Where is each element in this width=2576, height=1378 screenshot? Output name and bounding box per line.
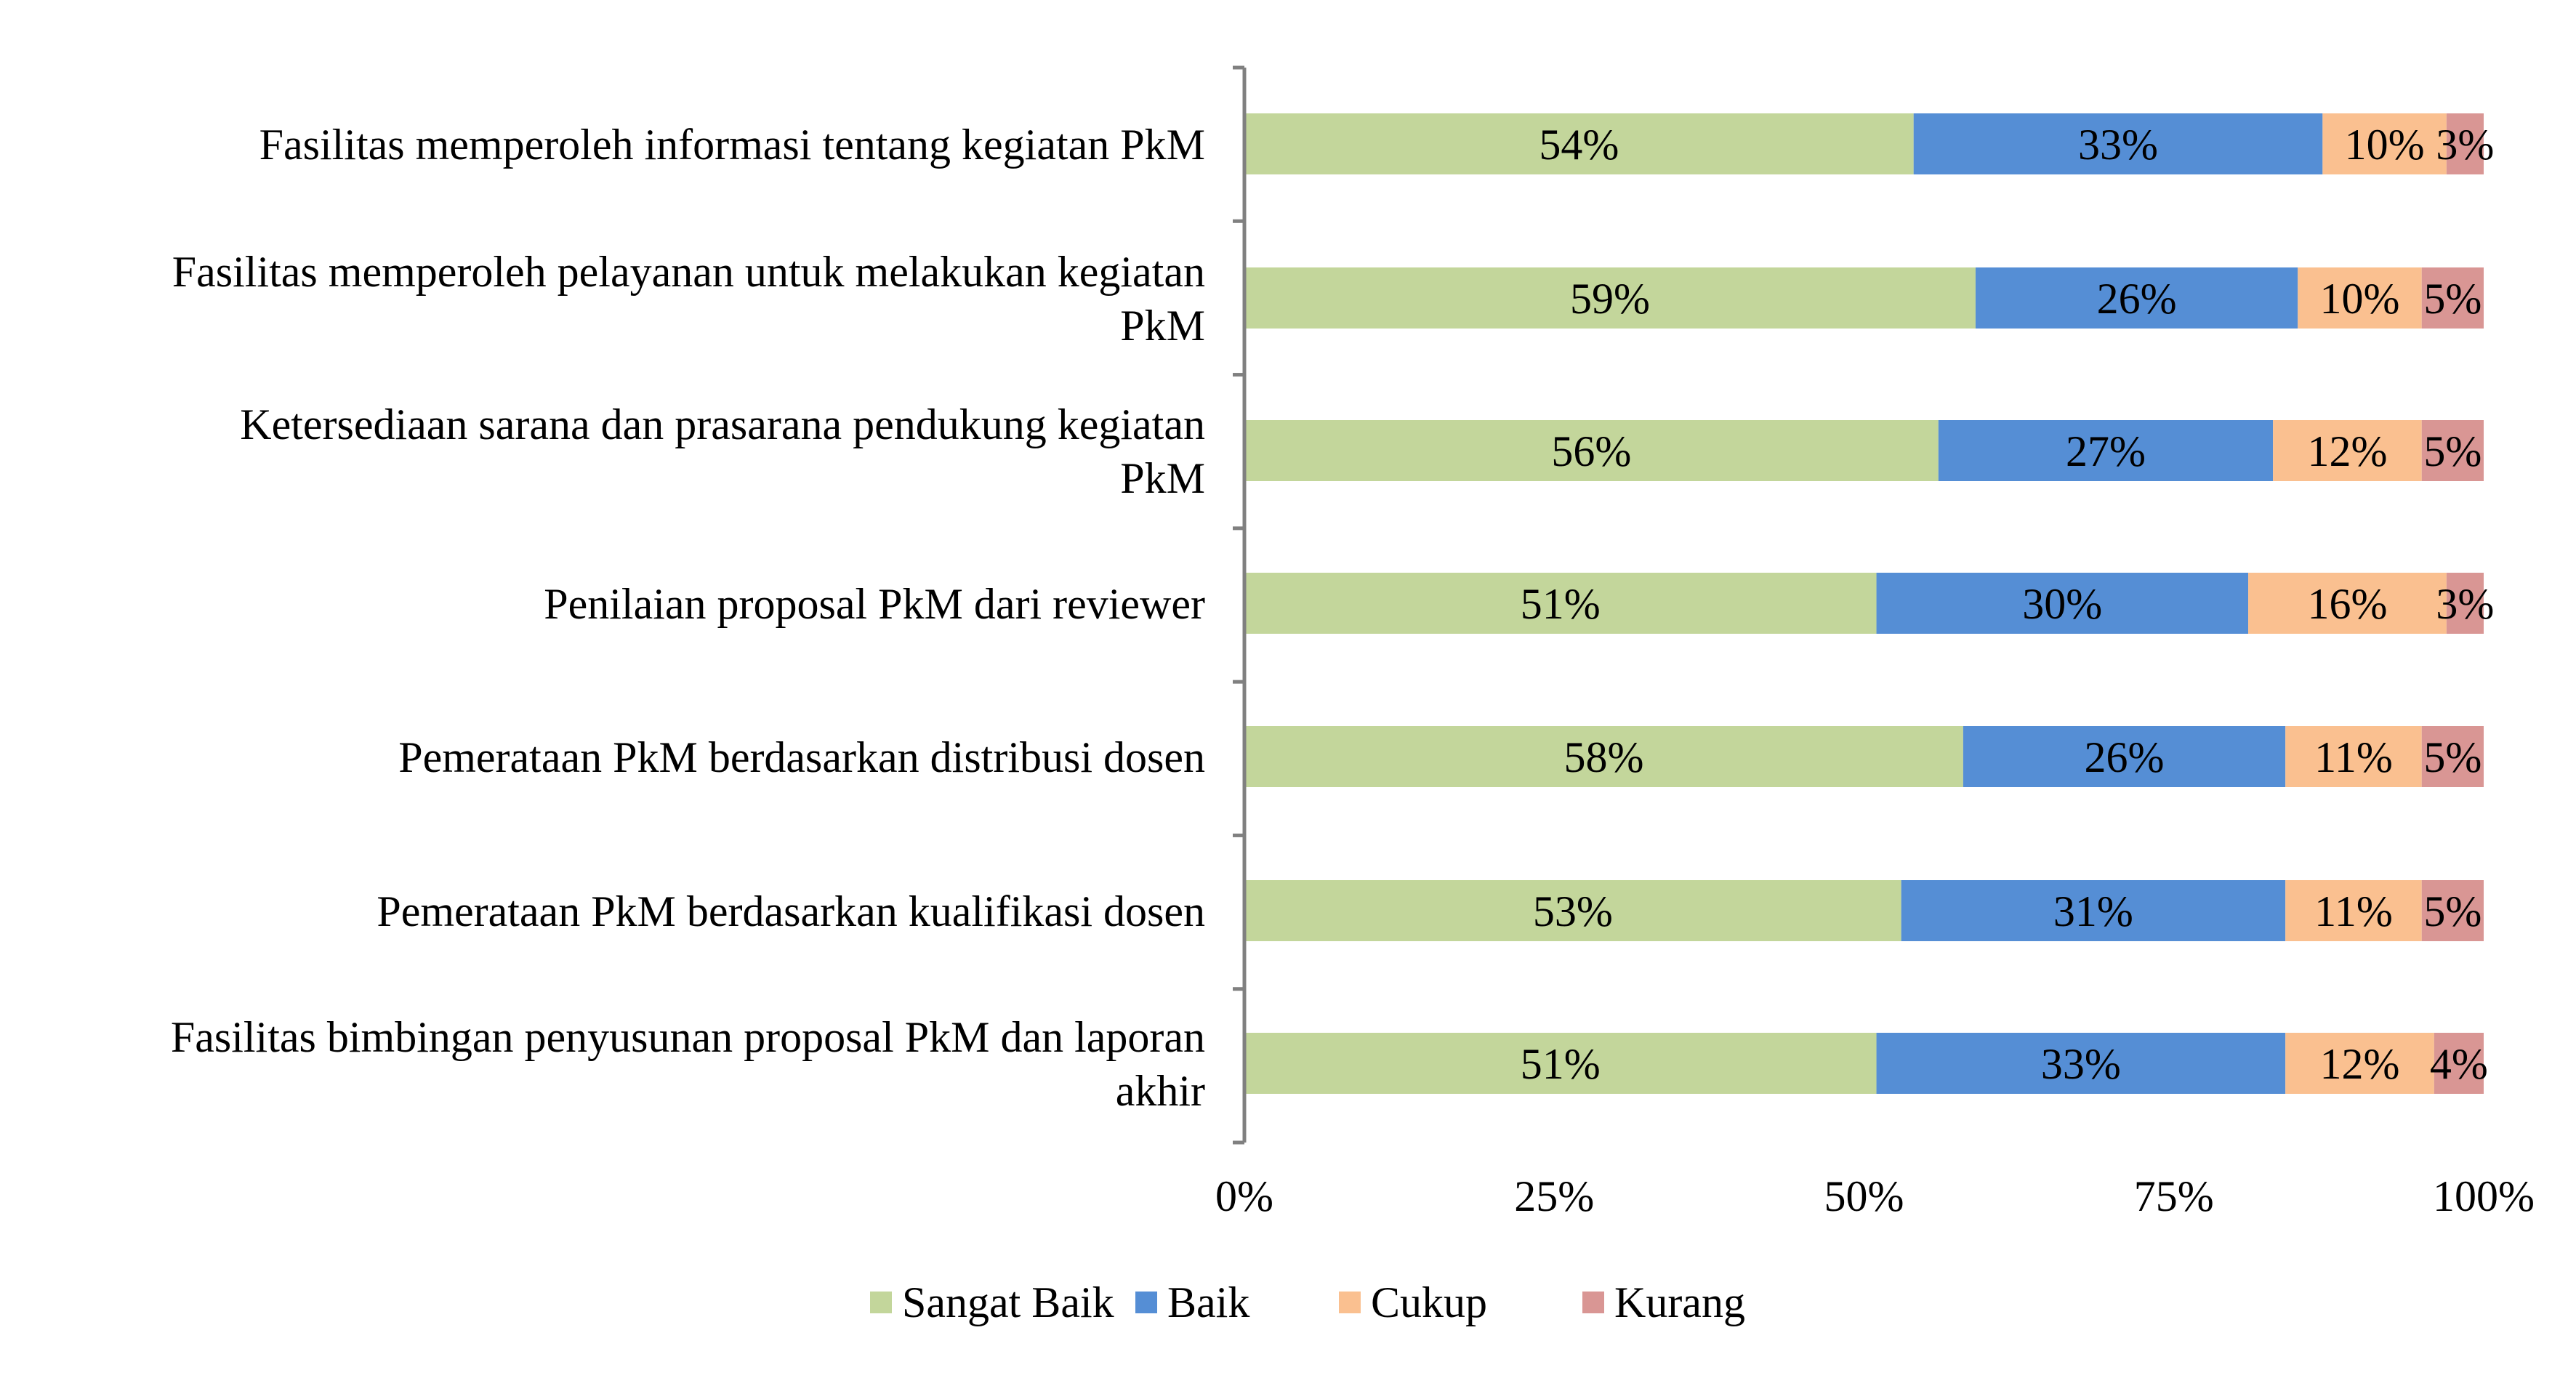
bar-segment [2285, 1033, 2434, 1094]
data-label: 5% [2423, 275, 2482, 323]
bar-segment [2322, 113, 2447, 174]
legend-swatch [1582, 1292, 1604, 1313]
x-tick-label: 100% [2433, 1172, 2535, 1220]
category-label: PkM [1120, 302, 1205, 350]
bar-segment [1244, 113, 1914, 174]
data-label: 3% [2436, 580, 2494, 628]
bar-segment [1876, 573, 2249, 634]
category-label: Pemerataan PkM berdasarkan kualifikasi d… [377, 887, 1205, 935]
bar-segment [2285, 880, 2422, 941]
data-label: 51% [1521, 580, 1601, 628]
bar-segment [1963, 726, 2286, 787]
data-label: 12% [2307, 427, 2387, 475]
data-label: 5% [2423, 887, 2482, 935]
data-label: 33% [2078, 121, 2158, 169]
data-label: 31% [2053, 887, 2133, 935]
legend-swatch [870, 1292, 892, 1313]
bar-segment [2285, 726, 2422, 787]
x-tick-label: 50% [1824, 1172, 1904, 1220]
x-tick-label: 0% [1215, 1172, 1273, 1220]
bar-segment [2421, 880, 2484, 941]
data-label: 11% [2314, 733, 2393, 781]
legend-swatch [1135, 1292, 1157, 1313]
bar-segment [1244, 420, 1939, 481]
category-label: PkM [1120, 454, 1205, 502]
data-label: 16% [2307, 580, 2387, 628]
data-label: 53% [1533, 887, 1613, 935]
category-label: Penilaian proposal PkM dari reviewer [544, 580, 1205, 628]
data-label: 5% [2423, 733, 2482, 781]
data-label: 5% [2423, 427, 2482, 475]
bar-segment [2421, 726, 2484, 787]
data-label: 56% [1551, 427, 1631, 475]
bar-segment [1244, 267, 1976, 329]
bar-segment [1901, 880, 2286, 941]
data-label: 33% [2041, 1040, 2121, 1088]
bar-segment [2298, 267, 2422, 329]
data-label: 58% [1563, 733, 1643, 781]
bar-segment [1938, 420, 2274, 481]
bar-segment [2248, 573, 2447, 634]
legend-label: Baik [1167, 1278, 1249, 1326]
data-label: 10% [2320, 275, 2400, 323]
legend-swatch [1339, 1292, 1361, 1313]
data-label: 26% [2097, 275, 2177, 323]
data-label: 11% [2314, 887, 2393, 935]
bar-segment [1876, 1033, 2286, 1094]
bar-segment [2421, 420, 2484, 481]
bar-segment [1244, 1033, 1877, 1094]
legend-label: Sangat Baik [902, 1278, 1114, 1326]
data-label: 51% [1521, 1040, 1601, 1088]
data-label: 30% [2022, 580, 2102, 628]
bar-segment [1244, 573, 1877, 634]
data-label: 26% [2085, 733, 2165, 781]
bar-segment [2446, 113, 2484, 174]
data-label: 10% [2345, 121, 2425, 169]
data-label: 12% [2320, 1040, 2400, 1088]
category-label: akhir [1116, 1067, 1205, 1115]
bar-segment [2446, 573, 2484, 634]
bar-segment [1913, 113, 2323, 174]
category-label: Fasilitas memperoleh informasi tentang k… [259, 121, 1205, 169]
category-label: Fasilitas memperoleh pelayanan untuk mel… [172, 248, 1205, 296]
bar-segment [2434, 1033, 2484, 1094]
bar-segment [1244, 880, 1901, 941]
bar-segment [2273, 420, 2422, 481]
x-tick-label: 75% [2134, 1172, 2214, 1220]
data-label: 54% [1539, 121, 1619, 169]
data-label: 59% [1570, 275, 1650, 323]
data-label: 27% [2066, 427, 2146, 475]
bar-segment [2421, 267, 2484, 329]
bar-segment [1975, 267, 2298, 329]
x-tick-label: 25% [1514, 1172, 1594, 1220]
data-label: 3% [2436, 121, 2494, 169]
legend-label: Cukup [1371, 1278, 1487, 1326]
bar-segment [1244, 726, 1963, 787]
category-label: Fasilitas bimbingan penyusunan proposal … [171, 1013, 1205, 1061]
category-label: Pemerataan PkM berdasarkan distribusi do… [398, 733, 1205, 781]
data-label: 4% [2430, 1040, 2488, 1088]
category-label: Ketersediaan sarana dan prasarana penduk… [240, 400, 1205, 448]
legend-label: Kurang [1614, 1278, 1745, 1326]
